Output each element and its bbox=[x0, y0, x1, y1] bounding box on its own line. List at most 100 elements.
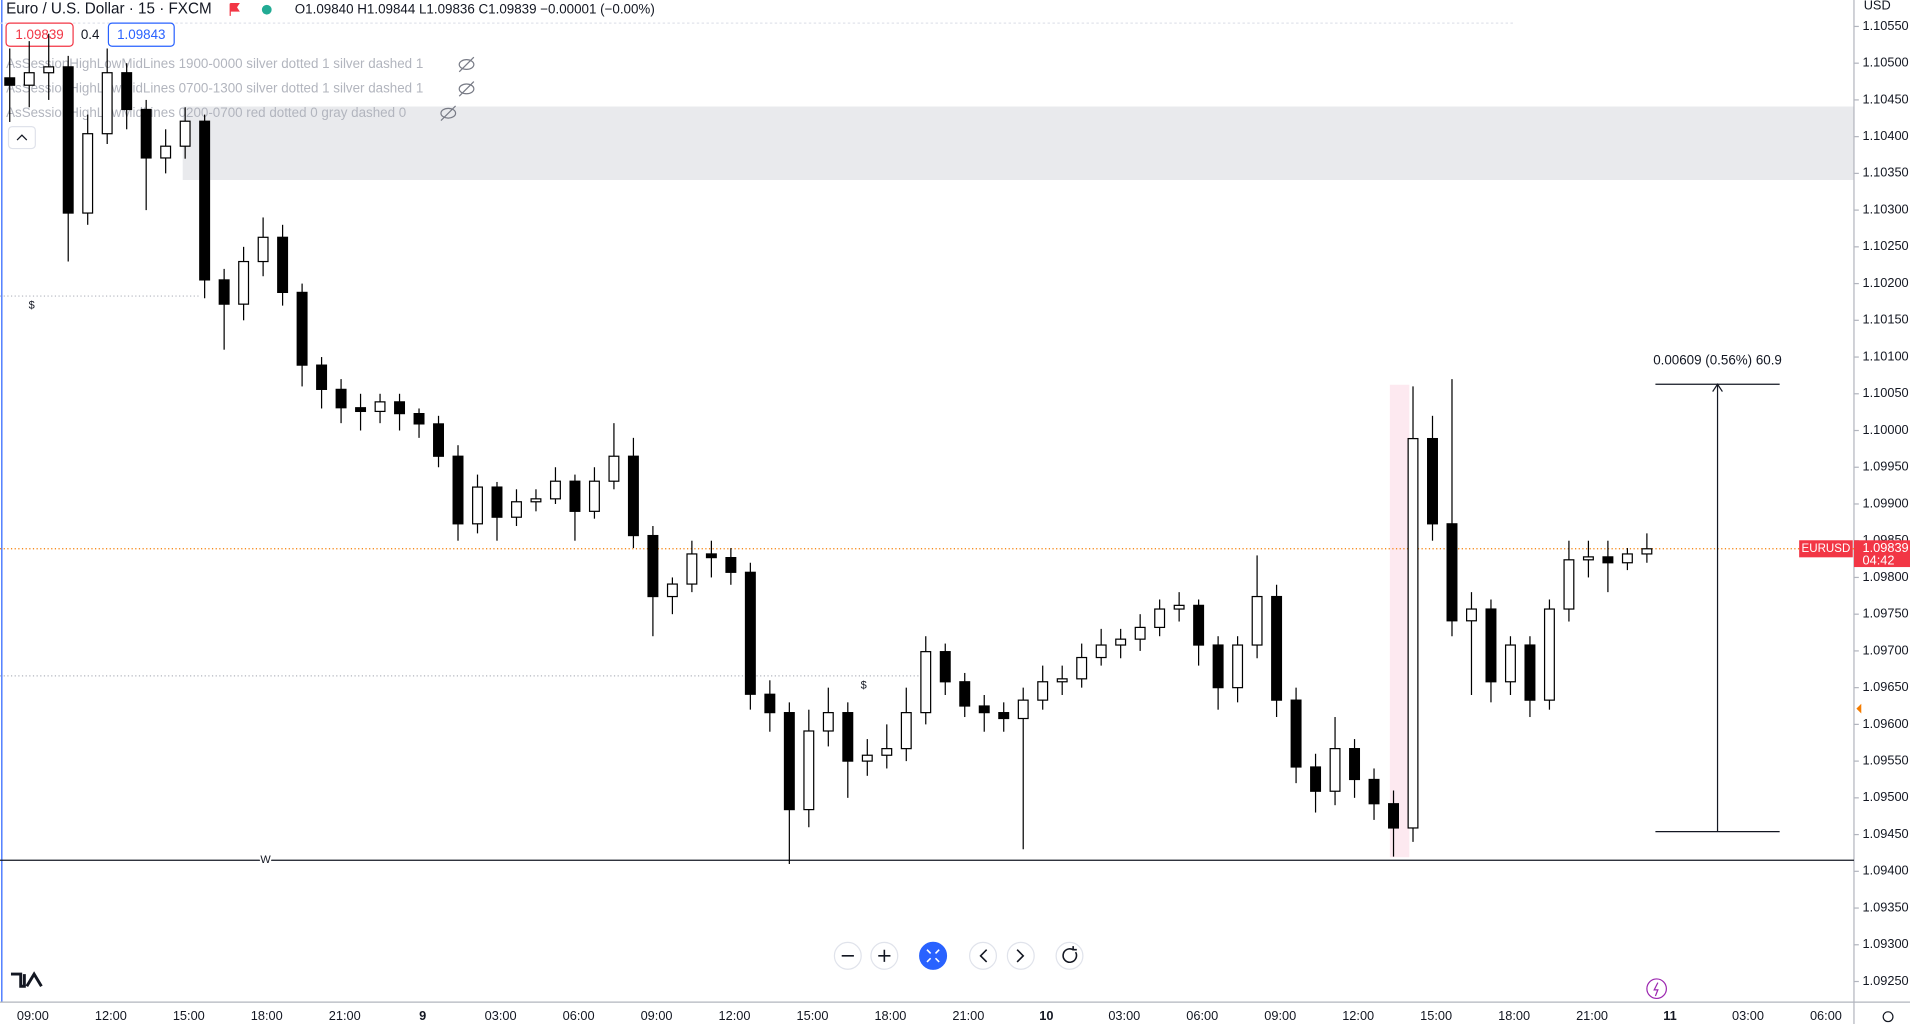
candle-body bbox=[861, 754, 873, 762]
alert-icon[interactable] bbox=[1646, 978, 1667, 1000]
currency[interactable]: USD bbox=[1864, 0, 1891, 12]
time-label: 06:00 bbox=[563, 1008, 595, 1023]
candle-body bbox=[608, 455, 620, 482]
candle-body bbox=[783, 712, 795, 811]
reset-scale[interactable] bbox=[919, 941, 948, 970]
candle-body bbox=[413, 413, 425, 425]
candle-body bbox=[394, 401, 406, 415]
candle-body bbox=[686, 553, 698, 585]
y-tick-label: 1.09450 bbox=[1862, 826, 1908, 841]
alert-bolt bbox=[1653, 982, 1659, 997]
time-label: 18:00 bbox=[251, 1008, 283, 1023]
candle-body bbox=[218, 279, 230, 305]
candle-body bbox=[62, 66, 74, 214]
candle-body bbox=[452, 455, 464, 525]
candle-body bbox=[881, 748, 893, 756]
settings-icon[interactable] bbox=[1882, 1011, 1894, 1023]
session-highlight bbox=[1389, 384, 1410, 858]
time-label: 21:00 bbox=[952, 1008, 984, 1023]
candle-body bbox=[1621, 553, 1633, 564]
candle-body bbox=[1173, 604, 1185, 610]
bid-price: 1.09839 bbox=[15, 27, 63, 42]
candle-body bbox=[510, 501, 522, 518]
candle-body bbox=[355, 407, 367, 413]
candle-body bbox=[101, 72, 113, 135]
scroll-right[interactable] bbox=[1006, 941, 1035, 970]
time-label: 9 bbox=[419, 1008, 426, 1023]
candle-body bbox=[1368, 778, 1380, 805]
candle-body bbox=[296, 291, 308, 366]
y-tick-label: 1.09950 bbox=[1862, 459, 1908, 474]
price-axis-bg bbox=[1853, 0, 1910, 1024]
y-tick-label: 1.10000 bbox=[1862, 422, 1908, 437]
time-label: 09:00 bbox=[1264, 1008, 1296, 1023]
candle-body bbox=[1076, 656, 1088, 680]
y-tick-label: 1.10350 bbox=[1862, 165, 1908, 180]
candle-body bbox=[1232, 644, 1244, 689]
candle-body bbox=[121, 72, 133, 111]
y-tick-label: 1.09250 bbox=[1862, 973, 1908, 988]
alert-marker bbox=[1856, 703, 1862, 714]
time-label: 15:00 bbox=[1420, 1008, 1452, 1023]
candle-body bbox=[1524, 644, 1536, 701]
time-label: 15:00 bbox=[173, 1008, 205, 1023]
time-label: 09:00 bbox=[17, 1008, 49, 1023]
candle-body bbox=[920, 651, 932, 714]
candle-body bbox=[43, 66, 55, 74]
scroll-left[interactable] bbox=[969, 941, 998, 970]
candle-body bbox=[491, 486, 503, 518]
candle-body bbox=[335, 388, 347, 409]
countdown: 04:42 bbox=[1862, 552, 1894, 567]
time-label: 06:00 bbox=[1810, 1008, 1842, 1023]
time-label: 11 bbox=[1663, 1008, 1677, 1023]
candle-body bbox=[1095, 644, 1107, 659]
candle-body bbox=[1115, 638, 1127, 646]
candle-body bbox=[277, 236, 289, 294]
buy-button[interactable] bbox=[107, 22, 175, 47]
candle-body bbox=[1407, 437, 1419, 829]
candle-body bbox=[1310, 766, 1322, 792]
candle-body bbox=[1446, 523, 1458, 622]
candle-body bbox=[82, 133, 94, 214]
candle-body bbox=[803, 730, 815, 811]
ticker-tag bbox=[1799, 540, 1853, 558]
logo[interactable] bbox=[10, 971, 43, 988]
candle-body bbox=[530, 498, 542, 503]
candle-body bbox=[160, 145, 172, 159]
time-label: 12:00 bbox=[719, 1008, 751, 1023]
candle-body bbox=[725, 557, 737, 573]
candle-body bbox=[1485, 608, 1497, 683]
candle-body bbox=[1427, 437, 1438, 525]
collapse-button[interactable] bbox=[7, 126, 36, 150]
candle-body bbox=[1017, 699, 1029, 720]
status-dot bbox=[261, 4, 272, 15]
time-label: 18:00 bbox=[874, 1008, 906, 1023]
eye-icons[interactable] bbox=[440, 56, 475, 121]
y-tick-label: 1.09550 bbox=[1862, 752, 1908, 767]
candle-body bbox=[764, 693, 776, 714]
candle-body bbox=[1193, 604, 1205, 646]
candle-body bbox=[549, 480, 561, 500]
flag-icon[interactable] bbox=[229, 3, 240, 16]
sell-button[interactable] bbox=[5, 22, 74, 47]
candle-body bbox=[472, 486, 483, 525]
price-tag bbox=[1853, 540, 1910, 568]
y-tick-label: 1.09900 bbox=[1862, 495, 1908, 510]
candle-body bbox=[666, 583, 678, 598]
y-tick-label: 1.09700 bbox=[1862, 642, 1908, 657]
y-tick-label: 1.10150 bbox=[1862, 312, 1908, 327]
y-tick-label: 1.10550 bbox=[1862, 18, 1908, 33]
candle-body bbox=[238, 260, 250, 305]
candle-body bbox=[627, 455, 639, 537]
y-tick-label: 1.10300 bbox=[1862, 201, 1908, 216]
time-label: 06:00 bbox=[1186, 1008, 1218, 1023]
reset-chart[interactable] bbox=[1055, 941, 1084, 970]
ask-price: 1.09843 bbox=[117, 27, 165, 42]
candle-body bbox=[23, 72, 35, 86]
y-tick-label: 1.09600 bbox=[1862, 716, 1908, 731]
candle-body bbox=[140, 108, 152, 159]
y-tick-label: 1.10250 bbox=[1862, 238, 1908, 253]
candle-body bbox=[1056, 678, 1068, 683]
